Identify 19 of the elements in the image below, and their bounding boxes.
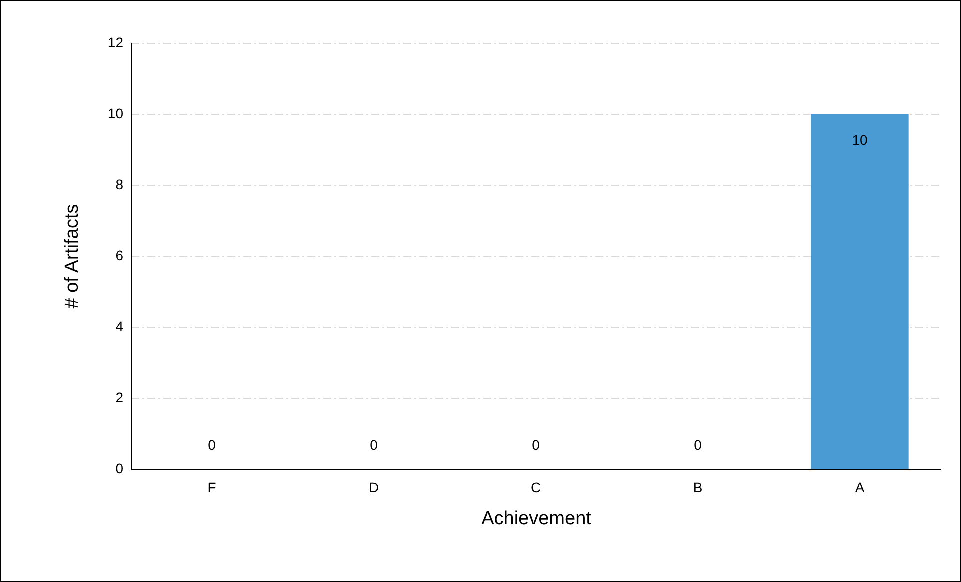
x-tick-label: C <box>530 480 542 496</box>
x-tick-label: D <box>368 480 380 496</box>
x-tick-label: F <box>208 480 216 496</box>
data-label: 0 <box>694 437 702 453</box>
x-axis-title: Achievement <box>482 508 592 530</box>
x-tick-label: A <box>855 480 866 496</box>
y-axis-title: # of Artifacts <box>62 204 83 309</box>
y-tick-label: 6 <box>116 248 124 264</box>
y-tick-label: 4 <box>116 318 124 334</box>
y-tick-label: 2 <box>116 390 124 406</box>
data-label: 0 <box>370 437 378 453</box>
y-tick-label: 12 <box>108 34 124 50</box>
data-label: 0 <box>208 437 216 453</box>
data-label: 0 <box>532 437 540 453</box>
y-tick-label: 8 <box>116 176 124 192</box>
data-label: 10 <box>852 132 868 148</box>
y-tick-label: 0 <box>116 460 124 476</box>
y-tick-label: 10 <box>108 106 124 122</box>
x-tick-label: B <box>693 480 703 496</box>
